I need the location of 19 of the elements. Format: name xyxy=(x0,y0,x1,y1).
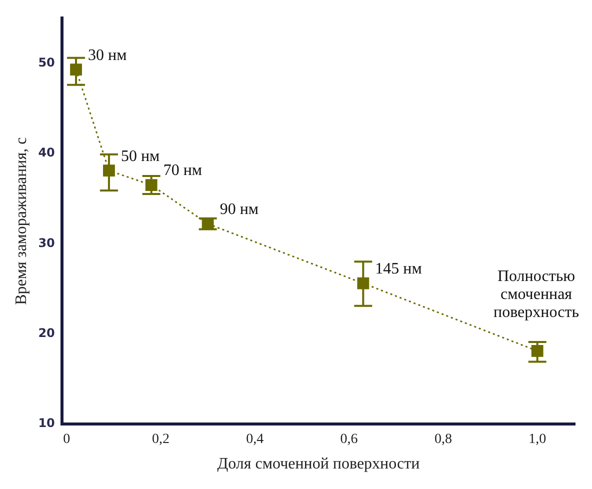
x-tick-label: 0,2 xyxy=(152,432,170,448)
annotation: 145 нм xyxy=(375,260,422,278)
annotation: Полностью смоченная поверхность xyxy=(494,268,580,322)
y-tick-label: 30 xyxy=(38,236,55,250)
x-tick-label: 0,8 xyxy=(434,432,452,448)
annotation: 90 нм xyxy=(220,201,259,218)
x-tick-label: 0 xyxy=(63,432,70,448)
x-tick-label: 1,0 xyxy=(528,432,546,448)
annotation: 50 нм xyxy=(120,148,160,165)
y-axis-title: Время замораживания, с xyxy=(12,137,30,305)
y-tick-label: 40 xyxy=(38,146,55,160)
annotation: 30 нм xyxy=(88,46,127,64)
annotation: 70 нм xyxy=(163,162,202,180)
x-tick-label: 0,6 xyxy=(340,432,358,448)
y-tick-label: 20 xyxy=(38,326,55,340)
x-axis-title: Доля смоченной поверхности xyxy=(217,456,420,473)
y-tick-label: 10 xyxy=(38,416,55,430)
y-tick-label: 50 xyxy=(38,55,55,70)
x-tick-label: 0,4 xyxy=(246,432,264,448)
